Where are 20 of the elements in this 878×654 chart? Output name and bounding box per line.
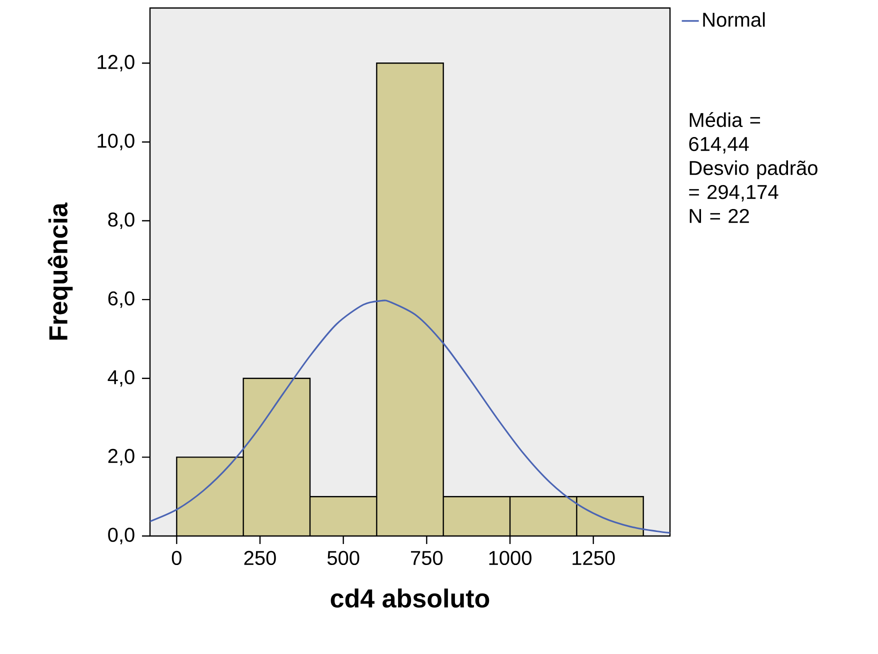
legend-label: Normal (703, 12, 765, 27)
text: N = 22 (690, 208, 749, 223)
y-tick-label: 12,0 (98, 54, 134, 72)
x-axis-title: cd4 absoluto (330, 588, 490, 608)
y-tick-label: 4,0 (108, 370, 134, 387)
y-tick-label: 0,0 (108, 528, 134, 544)
x-tick-label: 250 (244, 550, 276, 566)
x-tick-label: 1000 (489, 550, 532, 566)
x-tick-label: 1250 (572, 550, 615, 566)
x-tick-label: 750 (411, 550, 443, 566)
text: Desvio padrão = 294,174 (689, 160, 818, 202)
x-tick-label: 500 (327, 550, 360, 566)
text: Média = 614,44 (689, 112, 760, 154)
x-tick-label: 0 (172, 550, 182, 566)
y-axis-title: Frequência (48, 202, 73, 340)
line-series (150, 300, 670, 534)
y-tick-label: 10,0 (98, 134, 134, 150)
y-tick-label: 2,0 (108, 448, 134, 466)
y-tick-label: 6,0 (108, 291, 134, 308)
y-tick-label: 8,0 (108, 212, 134, 230)
